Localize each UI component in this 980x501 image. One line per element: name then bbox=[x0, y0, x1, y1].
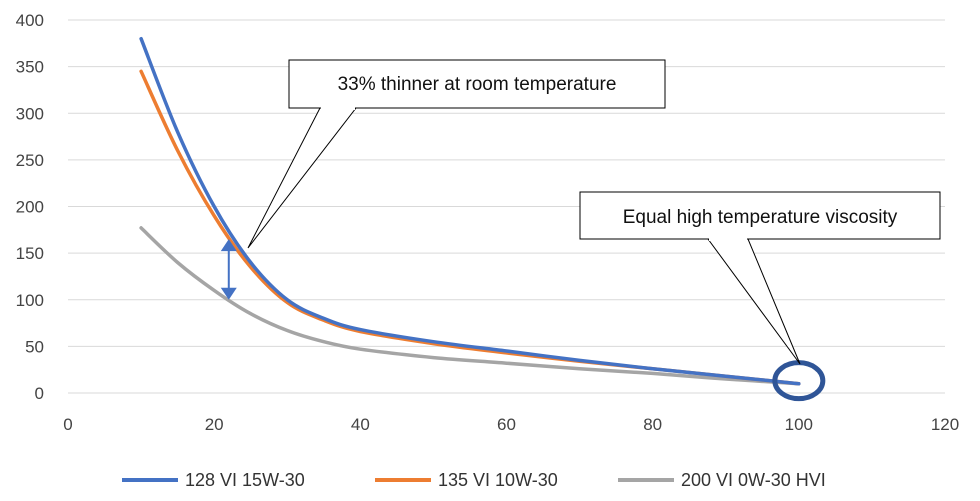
callout-room-temperature: 33% thinner at room temperature bbox=[247, 59, 666, 249]
series-line-200vi bbox=[139, 226, 801, 386]
callout-room-temperature-pointer bbox=[247, 107, 358, 249]
x-tick-label: 60 bbox=[497, 415, 516, 434]
y-tick-label: 0 bbox=[35, 384, 44, 403]
y-tick-label: 350 bbox=[16, 58, 44, 77]
legend: 128 VI 15W-30 135 VI 10W-30 200 VI 0W-30… bbox=[122, 470, 826, 490]
legend-label-135vi: 135 VI 10W-30 bbox=[438, 470, 558, 490]
y-tick-label: 300 bbox=[16, 104, 44, 123]
y-tick-label: 150 bbox=[16, 244, 44, 263]
callout-high-temperature: Equal high temperature viscosity bbox=[579, 191, 941, 365]
legend-label-200vi: 200 VI 0W-30 HVI bbox=[681, 470, 826, 490]
callout-high-temperature-pointer bbox=[707, 238, 801, 365]
series-line-128vi bbox=[139, 36, 801, 386]
x-axis-tick-labels: 0 20 40 60 80 100 120 bbox=[63, 415, 959, 434]
callout-high-temperature-text: Equal high temperature viscosity bbox=[623, 207, 898, 228]
legend-item-128vi: 128 VI 15W-30 bbox=[122, 470, 305, 490]
x-tick-label: 20 bbox=[205, 415, 224, 434]
legend-label-128vi: 128 VI 15W-30 bbox=[185, 470, 305, 490]
callout-high-temperature-box bbox=[579, 191, 941, 240]
y-tick-label: 200 bbox=[16, 198, 44, 217]
difference-arrow-head-down bbox=[220, 287, 237, 300]
y-tick-label: 50 bbox=[25, 337, 44, 356]
difference-arrow-head-up bbox=[220, 239, 237, 252]
legend-item-135vi: 135 VI 10W-30 bbox=[375, 470, 558, 490]
callout-room-temperature-text: 33% thinner at room temperature bbox=[338, 74, 617, 95]
callout-room-temperature-box bbox=[288, 59, 666, 109]
series-lines bbox=[139, 36, 801, 386]
x-tick-label: 120 bbox=[931, 415, 959, 434]
legend-item-200vi: 200 VI 0W-30 HVI bbox=[618, 470, 826, 490]
x-tick-label: 100 bbox=[785, 415, 813, 434]
y-tick-label: 250 bbox=[16, 151, 44, 170]
x-tick-label: 40 bbox=[351, 415, 370, 434]
y-tick-label: 400 bbox=[16, 11, 44, 30]
x-tick-label: 0 bbox=[63, 415, 72, 434]
x-tick-label: 80 bbox=[643, 415, 662, 434]
y-axis-tick-labels: 0 50 100 150 200 250 300 350 400 bbox=[16, 11, 44, 403]
y-tick-label: 100 bbox=[16, 291, 44, 310]
